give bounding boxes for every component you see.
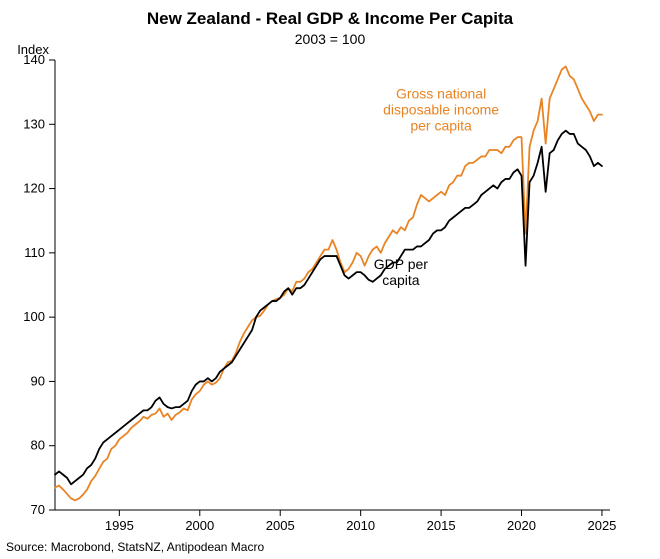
- x-tick-label: 2020: [507, 518, 536, 533]
- source-note: Source: Macrobond, StatsNZ, Antipodean M…: [6, 540, 264, 554]
- y-tick-label: 110: [24, 245, 45, 260]
- chart-container: New Zealand - Real GDP & Income Per Capi…: [0, 0, 660, 559]
- x-tick-label: 2010: [346, 518, 375, 533]
- series-line: [55, 66, 602, 500]
- series-label: Gross national: [396, 86, 486, 102]
- y-tick-label: 130: [23, 116, 45, 131]
- series-label: capita: [382, 272, 420, 288]
- chart-subtitle: 2003 = 100: [295, 31, 366, 47]
- series-label: disposable income: [383, 102, 499, 118]
- y-tick-label: 120: [23, 181, 45, 196]
- series-label: GDP per: [374, 256, 429, 272]
- chart-title: New Zealand - Real GDP & Income Per Capi…: [147, 9, 514, 28]
- y-tick-label: 100: [23, 309, 45, 324]
- chart-svg: New Zealand - Real GDP & Income Per Capi…: [0, 0, 660, 559]
- x-tick-label: 1995: [105, 518, 134, 533]
- x-tick-label: 2005: [266, 518, 295, 533]
- y-tick-label: 140: [23, 52, 45, 67]
- x-tick-label: 2015: [427, 518, 456, 533]
- y-tick-label: 70: [31, 502, 45, 517]
- x-tick-label: 2025: [587, 518, 616, 533]
- series-line: [55, 131, 602, 485]
- y-tick-label: 80: [31, 438, 45, 453]
- series-label: per capita: [410, 118, 472, 134]
- x-tick-label: 2000: [185, 518, 214, 533]
- y-tick-label: 90: [31, 373, 45, 388]
